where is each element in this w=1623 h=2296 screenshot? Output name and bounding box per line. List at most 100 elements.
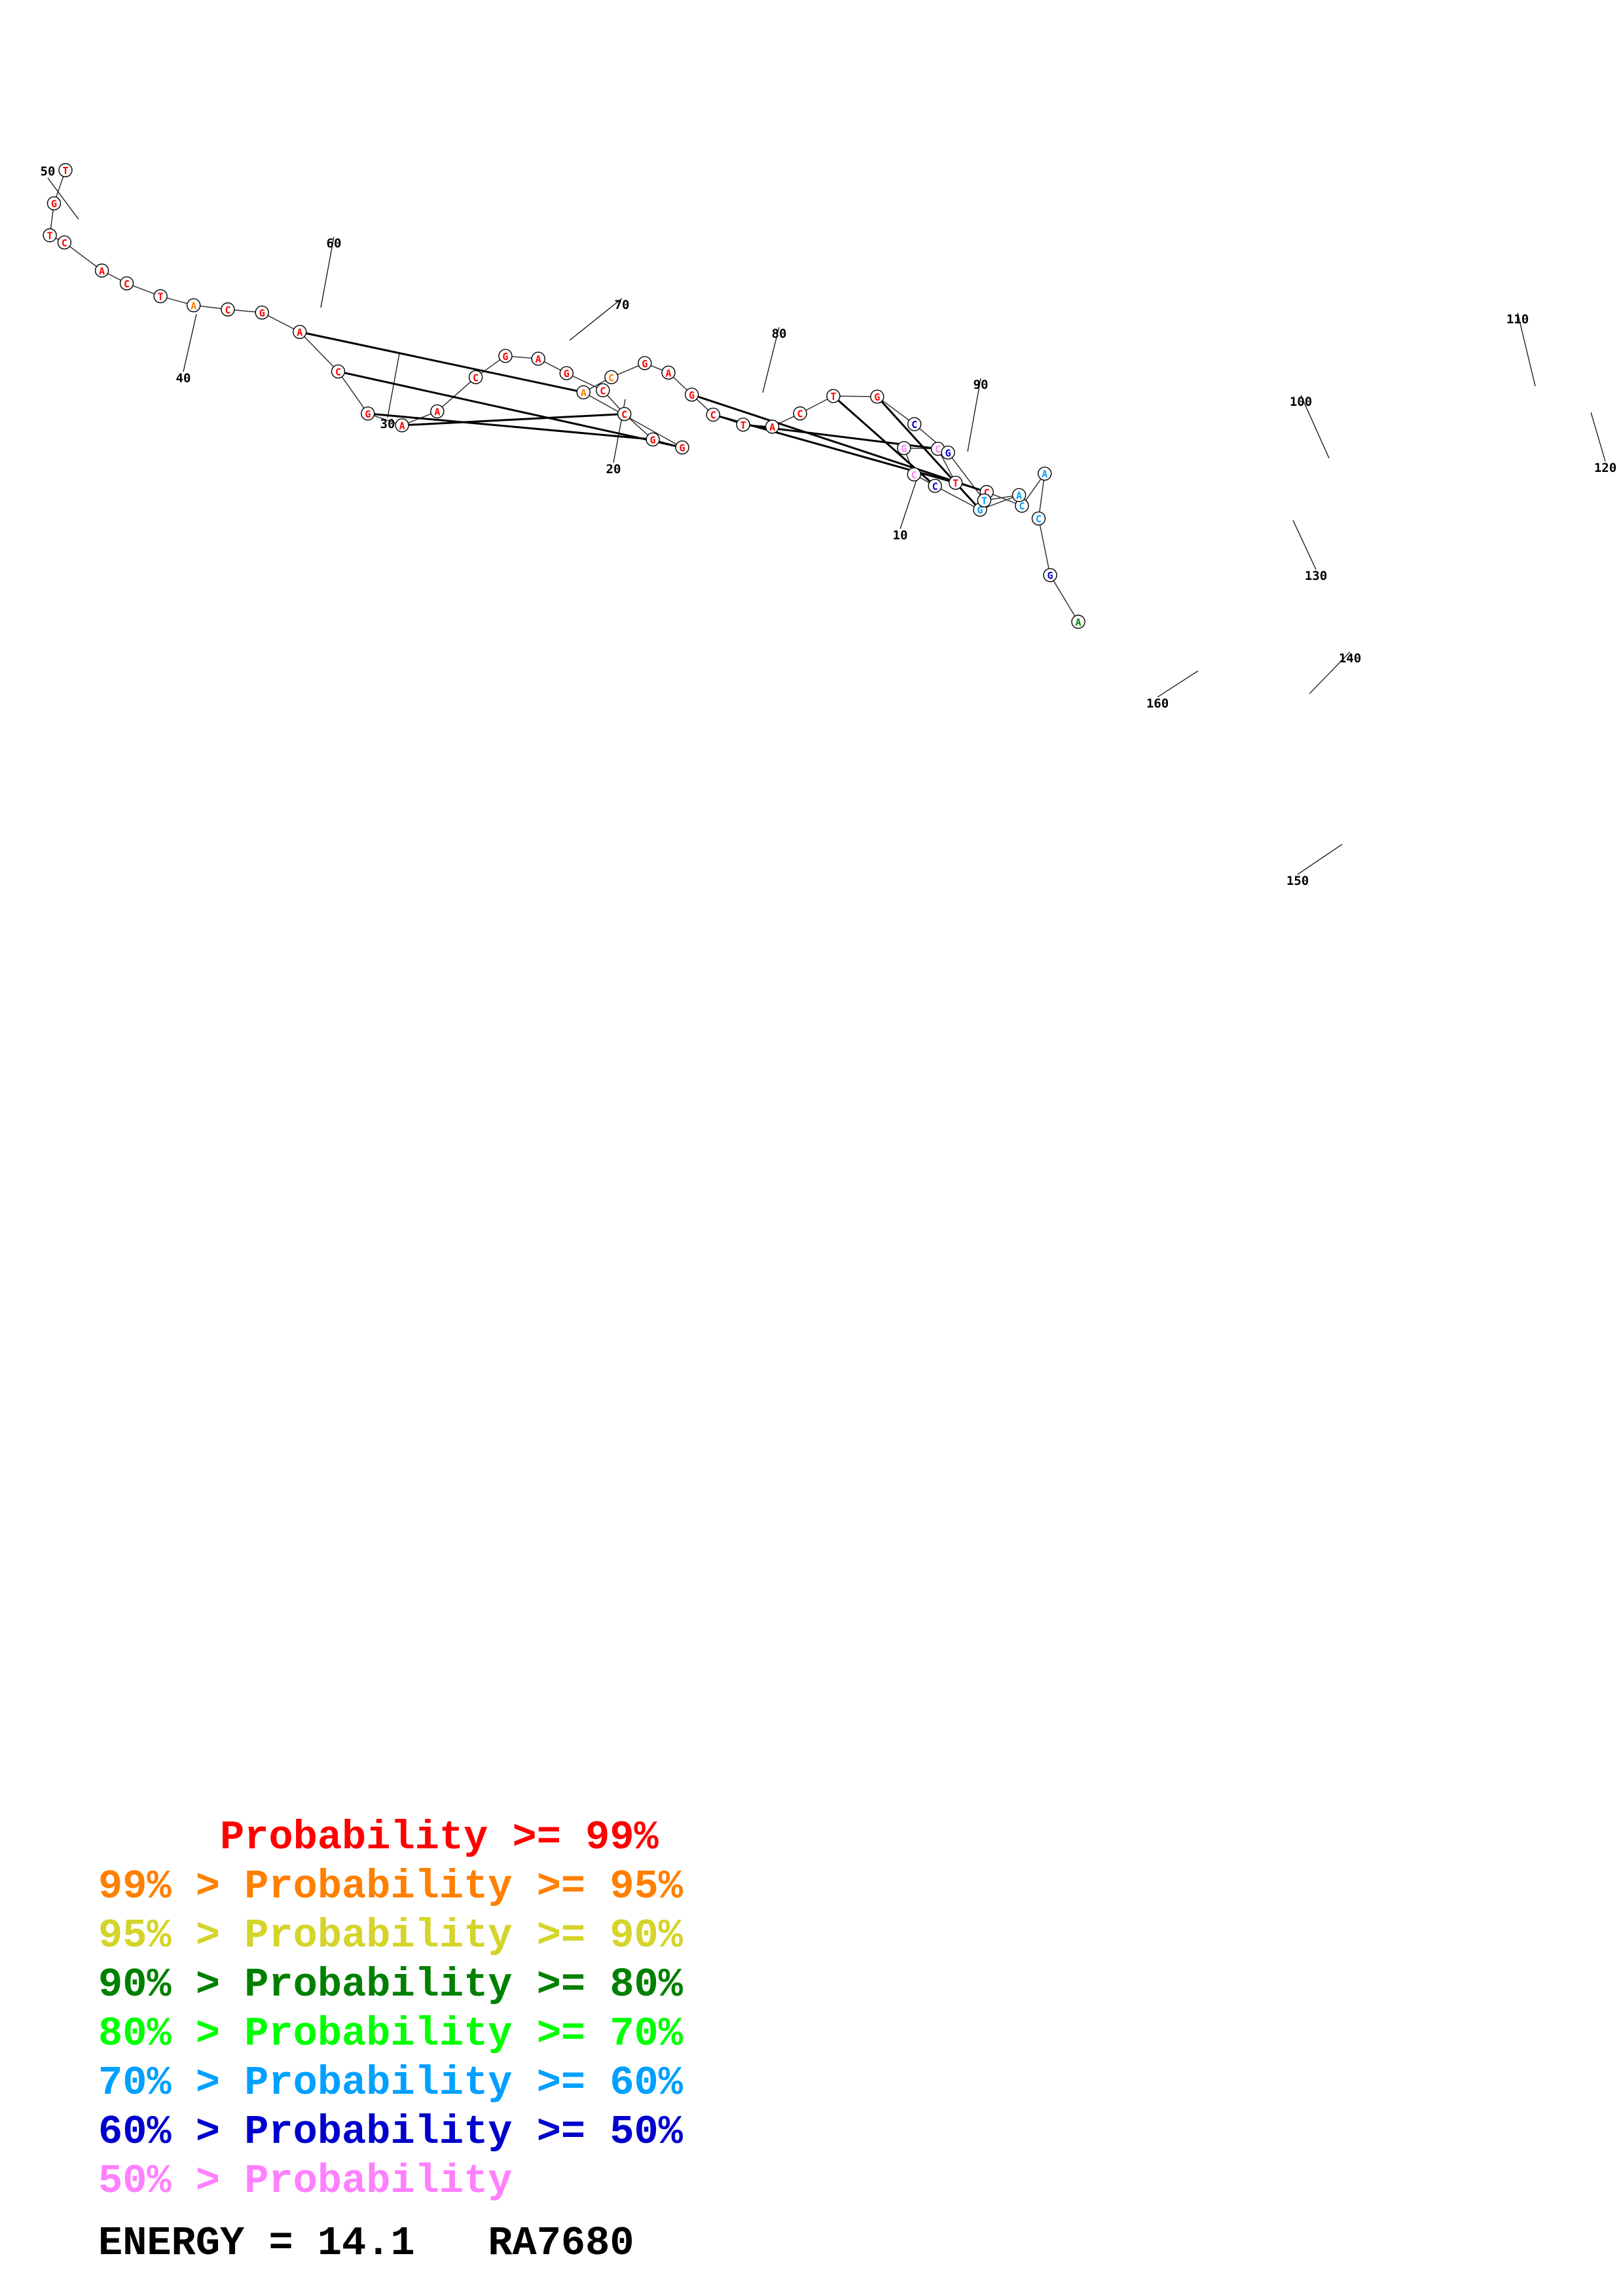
nucleotide-letter: G <box>945 447 951 459</box>
position-label: 60 <box>327 236 342 251</box>
position-label: 100 <box>1290 395 1312 409</box>
position-label: 140 <box>1339 651 1361 666</box>
legend-row: 70% > Probability >= 60% <box>98 2060 683 2106</box>
backbone-segment <box>934 485 981 511</box>
nucleotide: G <box>255 305 269 320</box>
nucleotide-circle <box>395 418 409 433</box>
legend-row: Probability >= 99% <box>98 1814 659 1861</box>
backbone-segment <box>64 242 103 271</box>
nucleotide-letter: A <box>191 300 196 312</box>
nucleotide-letter: A <box>297 327 302 338</box>
nucleotide-letter: C <box>225 304 230 316</box>
nucleotide-circle <box>977 493 992 508</box>
nucleotide-letter: C <box>335 367 341 378</box>
nucleotide-circle <box>498 349 513 363</box>
nucleotide: G <box>897 440 911 456</box>
nucleotide-letter: T <box>981 495 987 507</box>
nucleotide-letter: A <box>399 420 405 432</box>
nucleotide: A <box>94 263 109 278</box>
base-pair-line <box>338 370 683 449</box>
nucleotide-circle <box>361 406 375 421</box>
nucleotide-letter: C <box>62 237 67 249</box>
nucleotide-letter: T <box>953 478 958 490</box>
legend-row: 99% > Probability >= 95% <box>98 1863 683 1910</box>
nucleotide-letter: G <box>642 358 647 370</box>
nucleotide-letter: G <box>564 368 570 380</box>
nucleotide-circle <box>897 440 911 456</box>
position-label: 110 <box>1506 312 1529 327</box>
nucleotide-letter: A <box>434 406 440 418</box>
nucleotide-circle <box>94 263 109 278</box>
position-tick <box>967 378 981 452</box>
nucleotide-letter: T <box>158 291 164 303</box>
backbone-segment <box>833 395 877 397</box>
nucleotide-circle <box>928 478 942 493</box>
nucleotide-letter: T <box>62 165 68 177</box>
nucleotide-circle <box>706 407 720 422</box>
nucleotide-letter: T <box>47 230 53 242</box>
position-tick <box>1157 670 1199 698</box>
nucleotide: G <box>941 445 955 460</box>
position-tick <box>1517 312 1536 387</box>
nucleotide: T <box>736 418 750 432</box>
nucleotide: T <box>977 493 992 508</box>
nucleotide-circle <box>430 404 445 419</box>
nucleotide-circle <box>153 289 168 304</box>
position-tick <box>183 314 197 372</box>
nucleotide-circle <box>187 298 201 313</box>
nucleotide-circle <box>43 228 57 243</box>
nucleotide: C <box>793 406 807 421</box>
position-tick <box>387 353 400 418</box>
nucleotide-circle <box>941 445 955 460</box>
nucleotide-circle <box>1031 511 1046 526</box>
backbone-segment <box>877 396 915 425</box>
nucleotide-circle <box>870 389 884 404</box>
nucleotide-letter: A <box>1042 469 1048 480</box>
nucleotide-nodes: AGCACCTCGCCGATGCGTCATCGAGCAGGCCGAGCAAGCA… <box>43 163 1085 629</box>
position-tick <box>47 177 79 220</box>
position-label: 120 <box>1594 461 1616 475</box>
nucleotide-letter: G <box>901 443 907 455</box>
backbone-segment <box>437 376 477 412</box>
nucleotide: C <box>907 417 922 431</box>
position-label: 20 <box>606 462 621 476</box>
nucleotide: A <box>395 418 409 433</box>
nucleotide: G <box>684 387 699 402</box>
nucleotide-letter: C <box>984 487 990 499</box>
nucleotide-letter: C <box>932 480 938 492</box>
backbone-segment <box>947 452 985 501</box>
nucleotide-letter: G <box>365 408 371 420</box>
nucleotide-letter: A <box>99 265 105 277</box>
position-tick <box>1309 651 1351 694</box>
position-label: 160 <box>1146 696 1169 711</box>
nucleotide: A <box>1012 488 1027 503</box>
nucleotide: C <box>331 364 346 379</box>
position-tick <box>320 236 335 308</box>
base-pair-line <box>299 331 584 393</box>
position-tick <box>1297 844 1343 875</box>
backbone-lines <box>49 170 1079 622</box>
nucleotide-letter: G <box>874 391 880 403</box>
nucleotide-letter: C <box>608 372 614 384</box>
nucleotide-circle <box>907 467 921 482</box>
nucleotide-letter: C <box>911 469 917 481</box>
nucleotide: A <box>576 385 591 400</box>
nucleotide-letter: G <box>977 505 983 516</box>
nucleotide: T <box>826 389 841 403</box>
nucleotide-circle <box>531 351 545 366</box>
nucleotide: C <box>928 478 942 493</box>
base-pair-line <box>402 413 625 427</box>
nucleotide-circle <box>638 356 652 370</box>
nucleotide: C <box>706 407 720 422</box>
nucleotide-circle <box>646 432 660 447</box>
nucleotide-letter: G <box>1048 570 1053 582</box>
nucleotide-circle <box>684 387 699 402</box>
nucleotide: G <box>498 349 513 363</box>
nucleotide-circle <box>58 163 73 177</box>
nucleotide-letter: G <box>680 442 685 454</box>
position-tick <box>1292 520 1317 570</box>
nucleotide: T <box>58 163 73 177</box>
nucleotide-circle <box>661 365 676 380</box>
position-label: 50 <box>41 164 56 179</box>
rna-structure-diagram: 102030405060708090100110120130140150160 … <box>41 163 1616 888</box>
